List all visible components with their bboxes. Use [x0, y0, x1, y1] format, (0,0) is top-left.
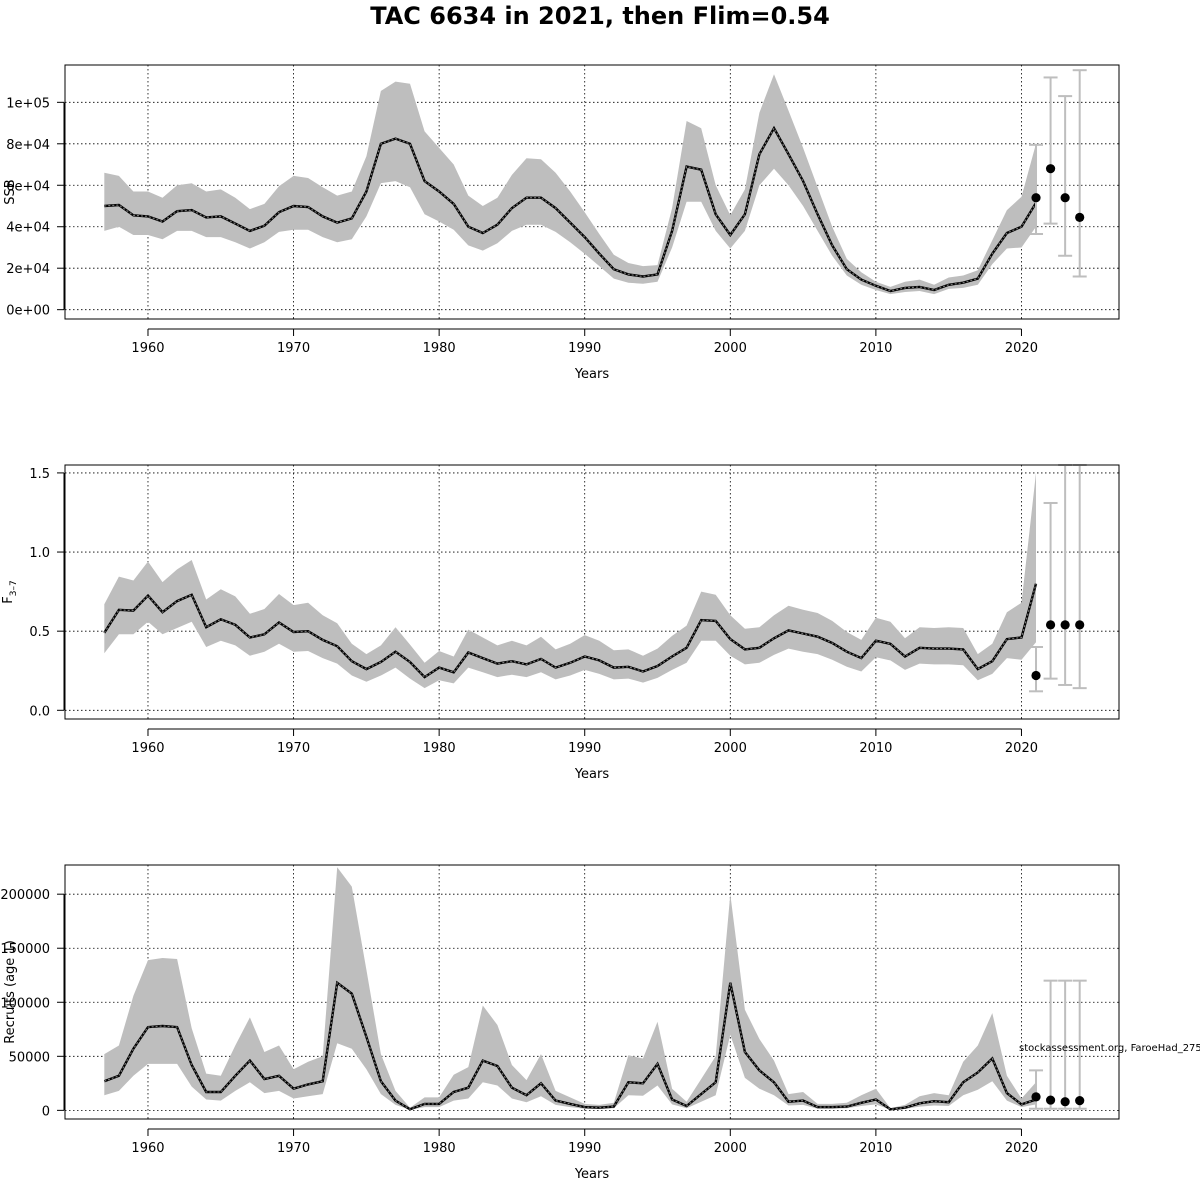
- recruits-x-tick-label-2010: 2010: [859, 1141, 892, 1156]
- ssb-plot-frame: [64, 64, 1120, 320]
- ssb-proj-point-2021: [1031, 193, 1041, 203]
- ssb-x-tick-label-1960: 1960: [131, 341, 164, 356]
- recruits-y-axis-label: Recruits (age 1): [3, 940, 18, 1044]
- f-y-tick-label-3: 1.5: [29, 467, 50, 482]
- ssb-x-tick-label-1970: 1970: [277, 341, 310, 356]
- ssb-x-tick-label-1990: 1990: [568, 341, 601, 356]
- recruits-x-axis-label: Years: [574, 1167, 610, 1182]
- ssb-y-axis-label: SSB: [3, 179, 18, 204]
- f-y-tick-label-0: 0.0: [29, 704, 50, 719]
- figure-title: TAC 6634 in 2021, then Flim=0.54: [370, 2, 830, 30]
- f-proj-point-2024: [1075, 620, 1085, 630]
- recruits-x-tick-label-1960: 1960: [131, 1141, 164, 1156]
- fishing-mortality-panel: 1960 1970 1980 1990 2000 2010 2020 Years 0.0 0.5 1…: [1, 464, 1120, 782]
- recruits-x-tick-label-2000: 2000: [714, 1141, 747, 1156]
- ssb-y-tick-label-5: 1e+05: [6, 96, 50, 111]
- recruits-confidence-band: [104, 867, 1037, 1110]
- f-y-tick-label-2: 1.0: [29, 546, 50, 561]
- recruits-plot-frame: [64, 864, 1120, 1120]
- ssb-x-tick-label-2010: 2010: [859, 341, 892, 356]
- recruits-proj-point-2023: [1060, 1097, 1070, 1107]
- f-proj-point-2022: [1045, 620, 1056, 630]
- recruits-proj-point-2021: [1031, 1092, 1041, 1102]
- recruits-x-tick-label-1970: 1970: [277, 1141, 310, 1156]
- f-confidence-band: [104, 472, 1037, 689]
- f-x-tick-label-1990: 1990: [568, 741, 601, 756]
- ssb-panel: 1960 1970 1980 1990 2000 2010 2020 Years 0e+00 2e…: [3, 64, 1120, 382]
- recruits-y-tick-label-1: 50000: [9, 1050, 50, 1065]
- recruits-x-tick-label-1990: 1990: [568, 1141, 601, 1156]
- recruits-y-tick-label-3: 150000: [0, 942, 50, 957]
- ssb-confidence-band: [104, 74, 1037, 295]
- f-x-axis-label: Years: [574, 767, 610, 782]
- ssb-x-tick-label-2000: 2000: [714, 341, 747, 356]
- ssb-y-tick-label-0: 0e+00: [6, 304, 50, 319]
- ssb-proj-point-2024: [1075, 212, 1085, 222]
- f-proj-point-2021: [1031, 670, 1041, 681]
- f-y-axis-label-main: F: [1, 596, 16, 603]
- ssb-proj-point-2023: [1060, 193, 1070, 203]
- recruits-y-tick-label-0: 0: [42, 1104, 50, 1119]
- source-note: stockassessment.org, FaroeHad_2750: [1019, 1043, 1200, 1054]
- ssb-y-tick-label-3: 6e+04: [6, 179, 50, 194]
- recruits-y-tick-label-4: 200000: [0, 888, 50, 903]
- ssb-x-tick-label-1980: 1980: [423, 341, 456, 356]
- recruits-proj-point-2022: [1045, 1095, 1056, 1105]
- recruits-x-tick-label-2020: 2020: [1005, 1141, 1038, 1156]
- f-x-tick-label-2010: 2010: [859, 741, 892, 756]
- f-estimate-dots: [103, 583, 1037, 678]
- ssb-x-tick-label-2020: 2020: [1005, 341, 1038, 356]
- f-x-tick-label-1980: 1980: [423, 741, 456, 756]
- f-x-tick-label-1960: 1960: [131, 741, 164, 756]
- f-x-tick-label-2000: 2000: [714, 741, 747, 756]
- ssb-y-tick-label-1: 2e+04: [6, 262, 50, 277]
- f-x-tick-label-1970: 1970: [277, 741, 310, 756]
- recruits-proj-point-2024: [1075, 1096, 1085, 1106]
- ssb-y-tick-label-2: 4e+04: [6, 221, 50, 236]
- f-y-axis-label-sub: 3–7: [9, 580, 19, 596]
- f-y-axis-label: F3–7: [1, 580, 19, 603]
- ssb-estimate-dots: [104, 127, 1037, 292]
- ssb-proj-point-2022: [1045, 164, 1056, 174]
- f-y-tick-label-1: 0.5: [29, 625, 50, 640]
- ssb-x-axis-label: Years: [574, 367, 610, 382]
- f-plot-frame: [64, 464, 1120, 720]
- recruits-x-tick-label-1980: 1980: [423, 1141, 456, 1156]
- recruits-estimate-dots: [104, 981, 1037, 1110]
- f-proj-point-2023: [1060, 620, 1070, 630]
- recruitment-panel: 1960 1970 1980 1990 2000 2010 2020 Years 0 50000 1…: [0, 864, 1120, 1182]
- f-x-tick-label-2020: 2020: [1005, 741, 1038, 756]
- ssb-y-tick-label-4: 8e+04: [6, 138, 50, 153]
- recruits-y-tick-label-2: 100000: [0, 996, 50, 1011]
